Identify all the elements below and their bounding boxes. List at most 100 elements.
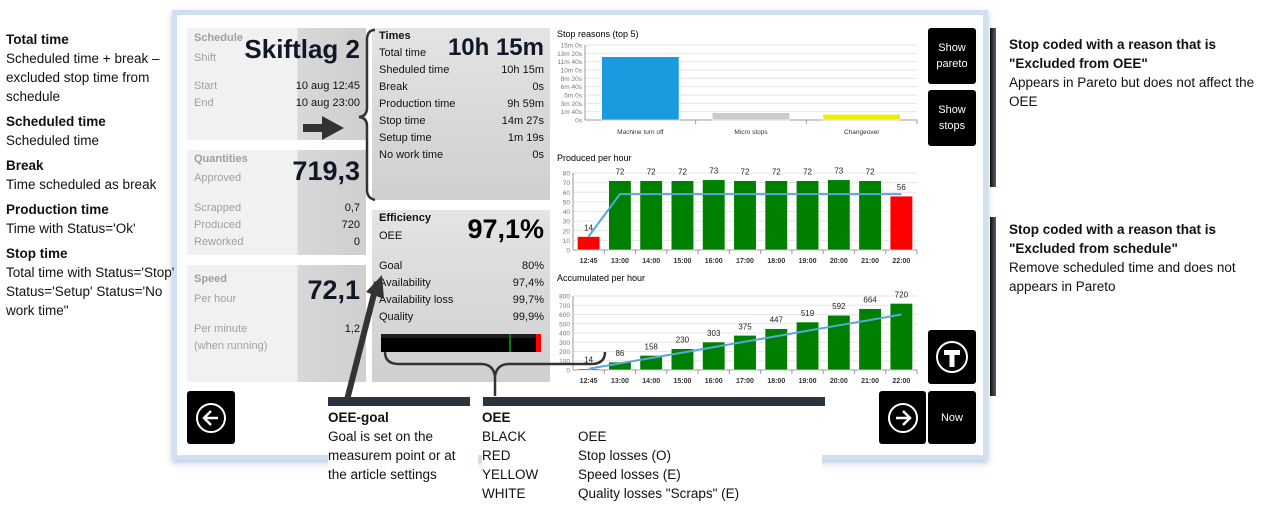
legend-meaning: Speed losses (E) xyxy=(578,467,681,482)
efficiency-row: Goal 80% xyxy=(379,258,544,275)
start-value: 10 aug 12:45 xyxy=(295,80,360,92)
times-row-value: 1m 19s xyxy=(507,132,544,144)
x-tick-label: 13:00 xyxy=(611,258,629,265)
efficiency-row-label: Availability xyxy=(379,277,431,289)
bar xyxy=(577,236,601,251)
x-tick-label: 15:00 xyxy=(674,378,692,385)
data-label: 720 xyxy=(895,290,909,299)
data-label: 72 xyxy=(866,168,875,177)
bar xyxy=(795,180,820,251)
y-tick-label: 80 xyxy=(563,171,571,178)
annotation-title: OEE xyxy=(482,410,511,425)
legend-meaning: OEE xyxy=(578,429,607,444)
x-tick-label: 18:00 xyxy=(767,258,785,265)
data-label: 14 xyxy=(584,224,593,233)
efficiency-panel: Efficiency 97,1% OEE Goal 80% Availability… xyxy=(372,210,550,382)
bar xyxy=(858,180,882,251)
times-title: Times xyxy=(379,30,411,42)
annotation-title: Break xyxy=(6,158,44,173)
divider-bar xyxy=(483,397,825,406)
scrapped-label: Scrapped xyxy=(194,202,242,214)
annotation-text: Time scheduled as break xyxy=(6,177,157,192)
bar xyxy=(822,114,901,121)
end-label: End xyxy=(194,97,214,109)
y-tick-label: 0s xyxy=(575,118,583,125)
y-tick-label: 0 xyxy=(566,368,570,375)
speed-panel: Speed Per hour 72,1 Per minute (when run… xyxy=(187,265,366,382)
efficiency-row-value: 97,4% xyxy=(512,277,544,289)
data-label: 72 xyxy=(678,168,687,177)
data-label: 72 xyxy=(647,168,656,177)
bracket-bar xyxy=(990,217,996,396)
y-tick-label: 800 xyxy=(559,294,570,301)
y-tick-label: 600 xyxy=(559,312,570,319)
total-time-row: Total time xyxy=(379,45,544,62)
oee-legend-annotation: OEE BLACK OEE RED Stop losses (O) YELLOW Spee… xyxy=(482,408,822,503)
bar xyxy=(764,180,788,251)
left-annotation: Scheduled time Scheduled time xyxy=(6,112,182,150)
legend-color: BLACK xyxy=(482,429,527,444)
y-tick-label: 40 xyxy=(563,209,571,216)
bar xyxy=(702,179,726,251)
x-tick-label: 12:45 xyxy=(580,378,598,385)
chart-2: Accumulated per hour 0 100 200 300 400 500 600 7… xyxy=(557,273,918,385)
left-annotation: Stop time Total time with Status='Stop' S… xyxy=(6,244,182,320)
schedule-title: Schedule xyxy=(194,32,243,44)
bracket-bar xyxy=(990,28,996,187)
t-button[interactable] xyxy=(928,330,976,384)
legend-meaning: Stop losses (O) xyxy=(578,448,672,463)
legend-row: WHITE Quality losses "Scraps" (E) xyxy=(482,484,822,503)
t-circle-icon xyxy=(936,341,968,373)
data-label: 73 xyxy=(709,167,718,176)
y-tick-label: 8m 20s xyxy=(561,76,583,83)
left-annotation: Break Time scheduled as break xyxy=(6,156,182,194)
now-button[interactable]: Now xyxy=(928,391,976,444)
annotation-text: Goal is set on the measurem point or at … xyxy=(328,429,456,482)
y-tick-label: 500 xyxy=(559,321,570,328)
x-tick-label: 21:00 xyxy=(861,258,879,265)
data-label: 86 xyxy=(615,349,624,358)
x-tick-label: 15:00 xyxy=(674,258,692,265)
left-annotations: Total time Scheduled time + break – exclu… xyxy=(6,30,182,326)
bar xyxy=(639,180,663,251)
x-tick-label: 14:00 xyxy=(642,378,660,385)
y-tick-label: 10m 0s xyxy=(561,68,583,75)
efficiency-row-label: Goal xyxy=(379,260,403,272)
quantities-panel: Quantities Approved 719,3 Scrapped 0,7 P… xyxy=(187,150,366,255)
y-tick-label: 0 xyxy=(566,248,570,255)
y-tick-label: 3m 20s xyxy=(561,101,583,108)
x-tick-label: 19:00 xyxy=(799,378,817,385)
bar xyxy=(577,368,601,371)
times-row: Setup time 1m 19s xyxy=(379,130,544,147)
per-minute-sub: (when running) xyxy=(194,340,268,352)
next-button[interactable] xyxy=(879,391,926,444)
chart-1: Produced per hour 0 10 20 30 40 50 60 70 80 12:45 1… xyxy=(557,153,918,265)
previous-button[interactable] xyxy=(187,391,235,444)
legend-meaning: Quality losses "Scraps" (E) xyxy=(578,486,740,501)
y-tick-label: 20 xyxy=(563,228,571,235)
total-time-value: 10h 15m xyxy=(447,34,544,61)
annotation-text: Total time with Status='Stop' Status='Se… xyxy=(6,265,175,318)
produced-label: Produced xyxy=(194,219,242,231)
show-pareto-button[interactable]: Show pareto xyxy=(928,28,976,84)
annotation-text: Time with Status='Ok' xyxy=(6,221,136,236)
produced-value: 720 xyxy=(341,219,360,231)
y-tick-label: 70 xyxy=(563,180,571,187)
x-tick-label: 22:00 xyxy=(892,258,910,265)
quantities-title: Quantities xyxy=(194,153,248,165)
legend-color: YELLOW xyxy=(482,467,539,482)
per-hour-label: Per hour xyxy=(194,293,237,305)
show-stops-button[interactable]: Show stops xyxy=(928,90,976,146)
oee-row: OEE xyxy=(379,228,544,245)
scrapped-value: 0,7 xyxy=(344,202,360,214)
times-row: Break 0s xyxy=(379,79,544,96)
times-panel: Times 10h 15m Total time Sheduled time 10… xyxy=(372,28,550,200)
speed-title: Speed xyxy=(194,273,228,285)
bar xyxy=(827,314,851,371)
data-label: 72 xyxy=(803,168,812,177)
annotation-title: Production time xyxy=(6,202,109,217)
y-tick-label: 400 xyxy=(559,331,570,338)
efficiency-row: Availability 97,4% xyxy=(379,275,544,292)
